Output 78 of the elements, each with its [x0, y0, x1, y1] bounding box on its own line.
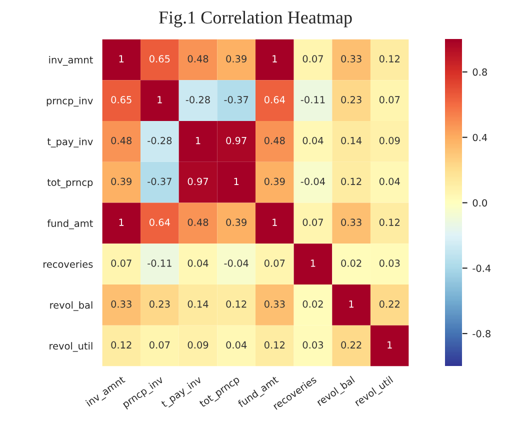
data-label: 0.48	[111, 136, 132, 144]
data-label: 1	[119, 55, 124, 62]
data-label: 0.33	[264, 300, 285, 308]
data-label: 0.33	[341, 218, 362, 226]
data-label: 0.48	[188, 55, 208, 62]
data-label: 0.02	[341, 260, 362, 267]
data-label: 0.14	[188, 300, 208, 308]
data-label: -0.28	[186, 96, 210, 104]
data-label: 0.04	[302, 136, 324, 144]
data-label: 0.07	[150, 341, 170, 349]
y-tick-label: t_pay_inv	[47, 138, 93, 148]
data-label: 0.07	[379, 96, 400, 104]
data-label: 1	[196, 137, 200, 144]
data-label: 1	[272, 55, 277, 62]
data-label: 0.04	[226, 341, 247, 349]
data-label: 0.97	[226, 136, 246, 144]
data-label: 0.39	[264, 178, 285, 186]
data-label: 0.33	[341, 55, 362, 62]
color-bar-label: 0.8	[472, 68, 487, 76]
data-label: 0.07	[264, 260, 285, 267]
y-tick-label: tot_prncp	[47, 179, 93, 188]
data-label: 0.02	[302, 300, 323, 308]
data-label: -0.11	[148, 260, 172, 267]
color-bar-label: -0.4	[472, 264, 491, 272]
data-label: 1	[388, 341, 392, 348]
data-label: 0.12	[111, 341, 132, 349]
y-tick-label: recoveries	[44, 260, 93, 268]
data-label: 0.12	[379, 218, 400, 226]
data-label: 0.33	[111, 300, 132, 308]
data-label: 0.03	[379, 260, 400, 267]
y-tick-label: revol_bal	[50, 301, 92, 311]
data-label: -0.11	[300, 96, 325, 104]
data-label: 0.39	[111, 178, 132, 186]
data-label: -0.37	[148, 178, 172, 186]
data-label: 1	[310, 260, 316, 267]
y-tick-label: revol_util	[50, 342, 92, 352]
data-label: 0.39	[226, 55, 246, 62]
data-label: 0.22	[379, 300, 400, 308]
data-label: 0.39	[226, 218, 246, 226]
data-label: -0.37	[224, 96, 248, 104]
data-label: 1	[272, 218, 277, 226]
data-label: 0.48	[188, 218, 208, 226]
data-label: 0.23	[341, 96, 362, 104]
data-label: 0.22	[341, 341, 362, 349]
data-label: -0.28	[148, 136, 172, 144]
data-label: -0.04	[300, 178, 326, 186]
color-bar-label: 0.0	[472, 199, 487, 207]
data-label: 0.65	[111, 96, 132, 104]
data-label: 0.48	[264, 136, 285, 144]
data-label: 0.14	[341, 136, 362, 144]
data-label: 0.09	[379, 136, 400, 144]
data-label: 1	[234, 178, 239, 185]
y-tick-label: fund_amt	[47, 219, 93, 230]
data-label: 1	[119, 218, 124, 226]
data-label: 0.12	[379, 55, 400, 62]
data-label: 0.04	[188, 260, 208, 267]
data-label: 1	[349, 300, 354, 308]
data-label: 0.64	[264, 96, 285, 104]
data-label: 0.12	[226, 300, 246, 308]
data-label: 0.04	[379, 178, 400, 186]
data-label: 0.07	[111, 260, 132, 267]
data-label: 0.09	[188, 341, 208, 349]
data-label: 1	[158, 96, 162, 104]
data-label: 0.07	[302, 55, 323, 62]
y-tick-label: inv_amnt	[49, 56, 93, 66]
color-bar-label: -0.8	[472, 330, 490, 338]
data-label: 0.12	[341, 178, 362, 186]
y-tick-label: prncp_inv	[46, 96, 93, 107]
data-label: 0.65	[150, 55, 170, 62]
chart-title: Fig.1 Correlation Heatmap	[158, 10, 352, 28]
data-label: 0.03	[302, 341, 324, 349]
data-label: 0.07	[302, 218, 323, 226]
color-bar-label: 0.4	[472, 134, 488, 142]
data-label: 0.64	[150, 218, 170, 226]
data-label: 0.97	[188, 178, 208, 186]
data-label: 0.23	[150, 300, 170, 308]
data-label: -0.04	[224, 260, 248, 267]
data-label: 0.12	[264, 341, 285, 349]
